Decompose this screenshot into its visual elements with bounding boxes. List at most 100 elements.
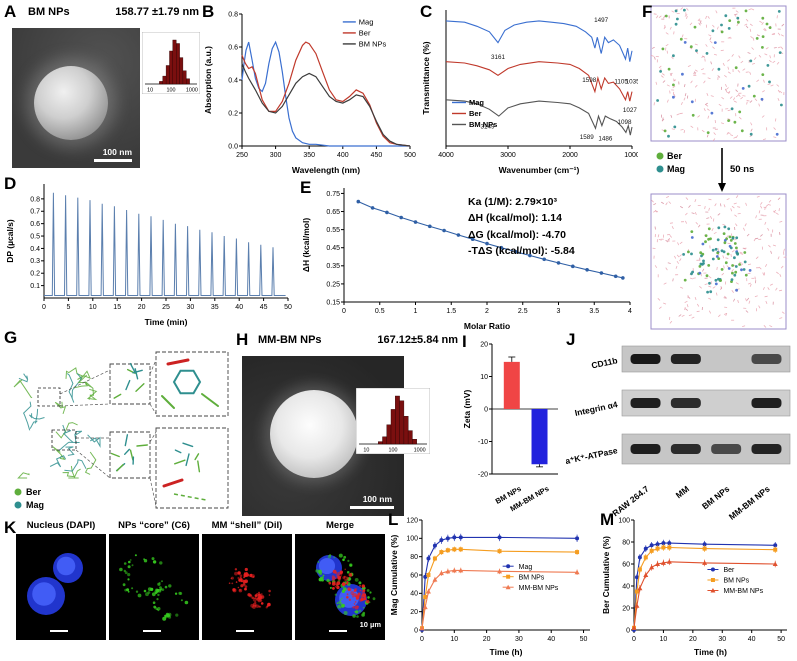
panel-e-label: E — [300, 178, 312, 197]
svg-text:120: 120 — [406, 517, 418, 524]
svg-text:0: 0 — [414, 627, 418, 634]
svg-text:Mag: Mag — [26, 500, 44, 510]
panel-d: D 0 5 10 15 20 25 30 35 40 45 50 0.1 0.2 0.3 0.4 0.5 0.6… — [4, 174, 298, 328]
svg-text:3161: 3161 — [491, 54, 506, 61]
size-distribution-inset: 10 100 1000 — [356, 388, 430, 454]
svg-text:3: 3 — [557, 308, 561, 315]
size-distribution-inset: 10 100 1000 — [142, 32, 200, 94]
confocal-row: Nucleus (DAPI) NPs “core” (C6) MM “shell… — [16, 520, 388, 640]
confocal-image-dii — [202, 534, 292, 640]
panel-a-size: 158.77 ±1.79 nm — [115, 6, 199, 18]
svg-text:40: 40 — [235, 304, 243, 311]
svg-text:10: 10 — [450, 636, 458, 643]
svg-text:0.5: 0.5 — [30, 233, 40, 240]
svg-text:1000: 1000 — [624, 152, 638, 159]
panel-m-label: M — [600, 510, 615, 529]
svg-text:20: 20 — [480, 341, 488, 348]
panel-h-title: MM-BM NPs — [258, 334, 322, 346]
svg-text:Ber: Ber — [26, 487, 42, 497]
svg-text:0.45: 0.45 — [326, 245, 340, 252]
svg-text:0.1: 0.1 — [30, 283, 40, 290]
panel-f-label: F — [642, 2, 653, 21]
svg-text:60: 60 — [410, 572, 418, 579]
panel-a-label: A — [4, 2, 17, 21]
svg-text:30: 30 — [187, 304, 195, 311]
panel-g-label: G — [4, 328, 18, 347]
confocal-title-c6: NPs “core” (C6) — [118, 520, 190, 531]
panel-b-label: B — [202, 2, 215, 21]
svg-text:0.2: 0.2 — [30, 271, 40, 278]
svg-text:450: 450 — [371, 152, 383, 159]
svg-text:20: 20 — [622, 605, 630, 612]
svg-text:1098: 1098 — [618, 119, 633, 126]
svg-text:0: 0 — [632, 636, 636, 643]
svg-text:1000: 1000 — [414, 448, 426, 454]
confocal-merge: Merge 10 µm — [295, 520, 385, 640]
svg-text:50 ns: 50 ns — [730, 164, 754, 175]
dg-value: ΔG (kcal/mol): -4.70 — [468, 228, 566, 241]
svg-text:Transmittance (%): Transmittance (%) — [421, 41, 431, 114]
svg-text:1105: 1105 — [614, 78, 628, 85]
svg-text:1589: 1589 — [580, 134, 595, 141]
confocal-title-merge: Merge — [326, 520, 354, 531]
svg-text:1035: 1035 — [626, 78, 638, 85]
svg-text:50: 50 — [777, 636, 785, 643]
svg-text:Time (min): Time (min) — [145, 317, 188, 327]
dh-value: ΔH (kcal/mol): 1.14 — [468, 212, 562, 225]
panel-h: H MM-BM NPs 167.12±5.84 nm 100 nm 10 100 1… — [236, 330, 462, 520]
md-simulation-boxes: Ber Mag 50 ns — [650, 5, 787, 330]
ftir-chart: 4000 3000 2000 1000 Wavenumber (cm⁻¹) Transmi… — [421, 10, 638, 175]
svg-text:0.8: 0.8 — [30, 196, 40, 203]
svg-text:80: 80 — [410, 554, 418, 561]
svg-text:0.6: 0.6 — [228, 44, 238, 51]
svg-text:CD11b: CD11b — [590, 355, 618, 370]
svg-text:100: 100 — [389, 448, 398, 454]
svg-text:1486: 1486 — [598, 136, 613, 143]
svg-text:-20: -20 — [478, 471, 488, 478]
panel-i: I -20 -10 0 10 20 Zeta (mV) BM NPs MM-BM NPs — [462, 332, 564, 522]
svg-text:Time (h): Time (h) — [694, 647, 727, 657]
svg-text:4000: 4000 — [438, 152, 454, 159]
svg-text:3149: 3149 — [481, 123, 496, 130]
confocal-dapi: Nucleus (DAPI) — [16, 520, 106, 640]
svg-text:Ber Cumulative (%): Ber Cumulative (%) — [601, 536, 611, 614]
svg-text:4: 4 — [628, 308, 632, 315]
confocal-image-dapi — [16, 534, 106, 640]
confocal-c6: NPs “core” (C6) — [109, 520, 199, 640]
panel-j: J CD11b Integrin α4 Na⁺K⁺-ATPase RAW 264.7 M… — [566, 330, 794, 522]
svg-text:50: 50 — [580, 636, 588, 643]
svg-text:Ber: Ber — [469, 109, 482, 118]
panel-h-size: 167.12±5.84 nm — [377, 334, 458, 346]
svg-text:Time (h): Time (h) — [490, 647, 523, 657]
svg-text:40: 40 — [547, 636, 555, 643]
confocal-image-merge: 10 µm — [295, 534, 385, 640]
svg-text:20: 20 — [483, 636, 491, 643]
svg-text:10 µm: 10 µm — [360, 620, 382, 629]
panel-k-label: K — [4, 518, 17, 537]
svg-text:BM NPs: BM NPs — [723, 578, 749, 585]
panel-c-label: C — [420, 2, 433, 21]
svg-text:Integrin α4: Integrin α4 — [574, 399, 619, 418]
svg-text:ΔH (kcal/mol): ΔH (kcal/mol) — [301, 218, 311, 272]
itc-binding-isotherm-chart: 0 0.5 1 1.5 2 2.5 3 3.5 4 0.15 0.25 0.35 0.45 0.55 0.6… — [301, 188, 632, 331]
panel-h-label: H — [236, 330, 249, 349]
svg-text:2: 2 — [485, 308, 489, 315]
svg-text:Absorption (a.u.): Absorption (a.u.) — [203, 46, 213, 114]
confocal-dii: MM “shell” (DiI) — [202, 520, 292, 640]
svg-text:250: 250 — [236, 152, 248, 159]
svg-text:80: 80 — [622, 539, 630, 546]
svg-text:100: 100 — [167, 88, 176, 94]
svg-text:1497: 1497 — [594, 17, 609, 24]
svg-text:10: 10 — [89, 304, 97, 311]
svg-text:Mag: Mag — [519, 564, 533, 571]
svg-text:0.4: 0.4 — [30, 246, 40, 253]
scale-bar-label: 100 nm — [362, 494, 392, 504]
svg-text:15: 15 — [113, 304, 121, 311]
svg-text:3000: 3000 — [500, 152, 516, 159]
svg-text:0.7: 0.7 — [30, 209, 40, 216]
panel-d-label: D — [4, 174, 17, 193]
svg-text:BM NPs: BM NPs — [700, 484, 732, 512]
svg-text:3.5: 3.5 — [589, 308, 599, 315]
svg-text:50: 50 — [284, 304, 292, 311]
